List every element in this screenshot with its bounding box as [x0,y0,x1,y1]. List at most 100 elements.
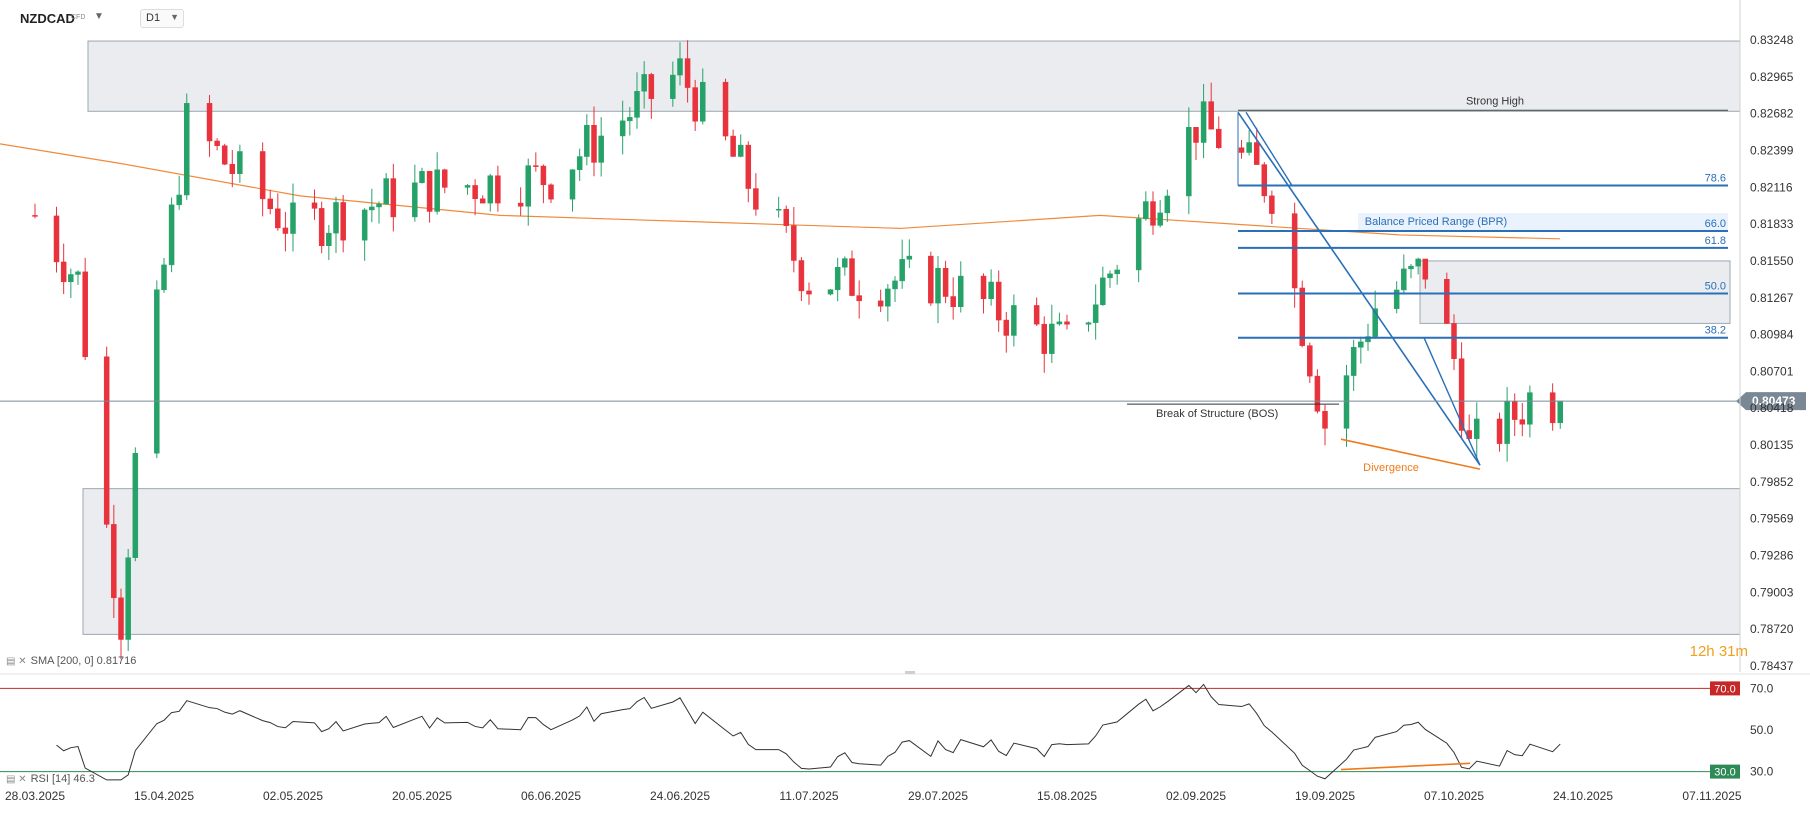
candle-body [942,267,949,297]
candle-body [125,557,131,640]
indicator-settings-icon[interactable]: ▤ ✕ [6,656,27,667]
candle-body [1322,411,1328,429]
candle-body [877,300,884,307]
candle-body [950,296,956,307]
indicator-settings-icon[interactable]: ▤ ✕ [6,774,27,785]
divergence-label: Divergence [1363,462,1419,474]
candle-body [995,281,1002,321]
candle-body [806,290,812,295]
price-axis-label: 0.78437 [1750,659,1794,673]
candle-body [290,202,296,234]
price-divergence-line[interactable] [1340,438,1481,470]
candle-body [1372,308,1378,337]
candle-body [1114,269,1120,275]
candle-body [1451,323,1457,359]
candle-body [1164,195,1171,214]
supply-demand-zone [82,488,1741,635]
candle-body [885,288,891,307]
candle-body [1527,392,1533,425]
bos-label: Break of Structure (BOS) [1156,408,1278,420]
candle-body [619,120,626,137]
date-axis-label: 06.06.2025 [521,789,581,803]
symbol-dropdown-icon[interactable]: ▼ [94,11,104,22]
candle-body [1041,323,1047,354]
supply-demand-zone [1419,260,1731,324]
rsi-axis-label: 30.0 [1750,765,1774,779]
candle-body [1350,347,1357,376]
candle-body [495,175,501,204]
candle-body [798,260,805,292]
rsi-divergence-line[interactable] [1340,762,1471,771]
candle-body [229,163,236,174]
price-axis-label: 0.81267 [1750,291,1794,305]
rsi-line [56,683,1561,781]
candle-body [899,259,905,282]
candle-body [988,281,994,300]
candle-body [1238,147,1245,153]
price-axis-label: 0.78720 [1750,622,1794,636]
date-axis-label: 24.10.2025 [1553,789,1613,803]
candle-body [1085,322,1092,325]
price-axis-label: 0.80418 [1750,401,1794,415]
candle-body [1408,265,1414,270]
candle-body [82,271,88,357]
rsi-indicator-label[interactable]: ▤ ✕ RSI [14] 46.3 [6,773,95,785]
rsi-oversold-tag [1710,764,1740,779]
current-price-tag[interactable] [1736,392,1806,411]
timeframe-select[interactable]: D1 ▼ [140,9,184,28]
candle-body [684,58,691,88]
candle-body [1253,142,1260,165]
candle-body [282,227,289,234]
candle-body [670,74,676,99]
candle-body [1549,392,1556,424]
candle-body [442,169,448,188]
candle-body [206,103,213,142]
candle-body [1401,268,1407,291]
candle-body [591,125,597,163]
candle-body [1458,358,1465,431]
price-axis-label: 0.82116 [1750,180,1793,194]
candle-body [161,264,167,290]
candle-body [390,178,397,218]
supply-demand-zone [87,40,1741,112]
sma-indicator-text: SMA [200, 0] 0.81716 [30,655,137,667]
price-axis-label: 0.81550 [1750,254,1794,268]
timeframe-value: D1 [146,12,161,24]
candle-body [464,185,471,188]
candle-body [598,135,604,163]
bpr-zone [1358,213,1728,232]
candle-body [1056,321,1063,325]
candle-body [487,175,494,204]
pane-resize-handle[interactable] [905,671,915,674]
candle-body [856,295,862,302]
date-axis-label: 19.09.2025 [1295,789,1355,803]
candle-body [569,169,576,200]
fib-swing-trendline[interactable] [1237,111,1481,466]
candle-body [517,202,524,207]
sma-indicator-label[interactable]: ▤ ✕ SMA [200, 0] 0.81716 [6,655,136,667]
rsi-axis-label: 50.0 [1750,723,1774,737]
candle-body [1246,142,1252,153]
candle-body [1208,101,1214,130]
candle-body [584,125,590,157]
candle-body [221,145,228,165]
candle-body [1135,218,1142,271]
fib-swing-trendline[interactable] [1245,111,1293,186]
candle-body [1143,201,1149,220]
price-axis-label: 0.79569 [1750,512,1794,526]
candle-body [1291,213,1298,289]
candle-body [1314,375,1321,412]
candle-body [376,203,382,208]
candle-body [1003,319,1010,336]
candle-body [1100,277,1106,305]
symbol-name[interactable]: NZDCAD [20,11,75,26]
candle-body [892,280,898,290]
date-axis-label: 02.09.2025 [1166,789,1226,803]
candle-body [419,171,425,184]
rsi-overbought-tag [1710,681,1740,696]
candle-body [214,140,220,146]
bpr-label: Balance Priced Range (BPR) [1365,216,1507,228]
candle-body [634,91,640,118]
